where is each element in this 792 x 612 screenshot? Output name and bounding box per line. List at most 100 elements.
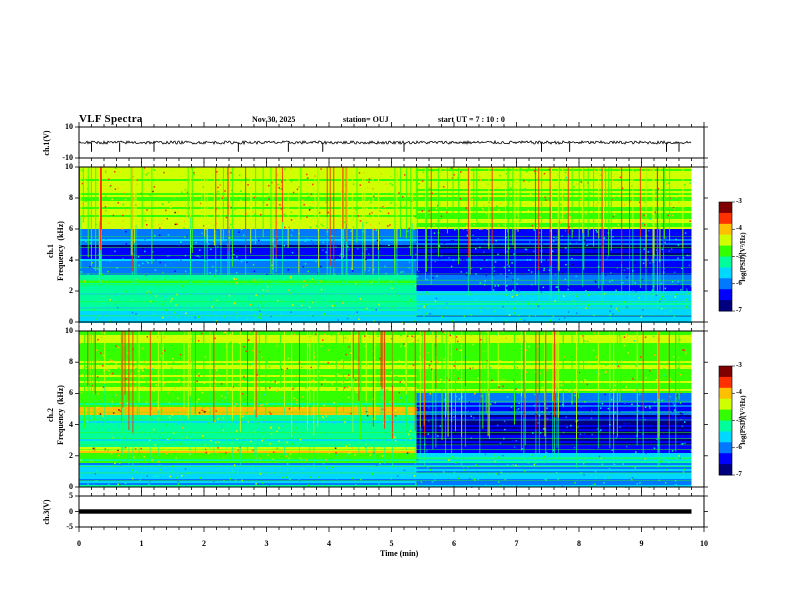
colorbar-1-swatch [719, 265, 732, 268]
ch1-spectrogram-speckle [378, 179, 381, 181]
ch2-spectrogram-speckle [584, 433, 586, 436]
ch1-spectrogram-speckle [185, 312, 187, 315]
ch2-spectrogram-speckle [201, 437, 204, 439]
ch1-spectrogram-speckle [291, 304, 294, 306]
ch2-spectrogram-speckle [525, 371, 528, 373]
ch2-spectrogram-speckle [295, 375, 298, 377]
ch1-spectrogram-speckle [242, 234, 245, 237]
ch2-spectrogram-speckle [559, 437, 562, 439]
ch2-spectrogram-speckle [402, 379, 404, 381]
ch2-spectrogram-speckle [323, 404, 325, 407]
ch2-spectrogram-speckle [245, 402, 248, 404]
ch2-spectrogram-speckle [420, 348, 422, 350]
ch2-spectrogram-speckle [624, 396, 626, 399]
ch1-spectrogram-speckle [477, 238, 480, 240]
ch2-spectrogram-speckle [410, 412, 412, 415]
ch2-spectrogram-speckle [336, 388, 338, 390]
ch1-spectrogram-speckle [108, 319, 111, 322]
ch1-spectrogram-speckle [257, 239, 260, 241]
ch1-spectrogram-speckle [280, 208, 283, 210]
ch1-spectrogram-speckle [310, 240, 313, 242]
ch2-spectrogram-speckle [581, 436, 583, 438]
ch1-spectrogram-speckle [301, 300, 304, 302]
ch2-spectrogram-speckle [91, 360, 94, 363]
colorbar-1-swatch [719, 218, 732, 221]
ch1-spectrogram-speckle [539, 216, 541, 219]
ch2-spectrogram-speckle [625, 386, 627, 388]
ch1-spectrogram-speckle [537, 305, 540, 308]
ch1-spectrogram-row-before [79, 295, 417, 297]
ch2-spectrogram-speckle [262, 357, 264, 359]
ch2-spectrogram-speckle [412, 364, 415, 366]
ch2-spectrogram-speckle [611, 449, 614, 451]
ch2-spectrogram-speckle [364, 345, 366, 348]
ch1-spectrogram-speckle [644, 201, 646, 203]
ch2-spectrogram-speckle [680, 364, 683, 366]
ch1-spectrogram-speckle [492, 274, 495, 276]
ch1-spectrogram-no-data [691, 167, 704, 322]
ch1-spectrogram-speckle [590, 240, 592, 243]
ch1-spectrogram-speckle [651, 273, 654, 276]
ch1-spectrogram-speckle [173, 196, 176, 198]
ch2-spectrogram-speckle [146, 336, 149, 338]
ch1-spectrogram-row-after [416, 289, 692, 291]
ch2-spectrogram-speckle [685, 352, 687, 354]
ch1-spectrogram-speckle [266, 289, 269, 292]
ch1-spectrogram-speckle [280, 185, 283, 187]
ch1-spectrogram-speckle [448, 168, 451, 170]
ch2-spectrogram-speckle [406, 335, 409, 337]
ch2-spectrogram-speckle [498, 386, 500, 388]
ch1-spectrogram-speckle [331, 248, 333, 250]
ch2-spectrogram-speckle [222, 456, 225, 459]
ch1-spectrogram-speckle [603, 237, 606, 239]
ch2-spectrogram-speckle [515, 464, 517, 467]
ch2-spectrogram-speckle [204, 439, 206, 441]
ch1-spectrogram-speckle [306, 309, 309, 311]
ch1-spectrogram-speckle [452, 240, 455, 242]
ch2-spectrogram-row-before [79, 463, 417, 465]
ch2-spectrogram-speckle [91, 384, 93, 387]
ch1-spectrogram-speckle [421, 180, 424, 182]
ch1-spectrogram-speckle [225, 242, 227, 244]
ch2-spectrogram-speckle [621, 369, 624, 372]
ch2-spectrogram-speckle [356, 412, 359, 414]
ch1-spectrogram-row-before [79, 287, 417, 289]
ch1-spectrogram-speckle [331, 305, 334, 307]
ch2-spectrogram-speckle [278, 383, 281, 385]
ch2-spectrogram-speckle [455, 395, 458, 398]
ch2-spectrogram-speckle [237, 402, 240, 405]
ch2-spectrogram-speckle [233, 464, 236, 466]
ch1-spectrogram-speckle [290, 271, 293, 273]
ch1-spectrogram-row-before [79, 203, 417, 205]
ch2-spectrogram-speckle [443, 358, 445, 361]
ch1-spectrogram-row-before [79, 177, 417, 179]
ch2-spectrogram-speckle [516, 382, 518, 384]
ch1-spectrogram-speckle [283, 226, 286, 229]
ch2-spectrogram-speckle [600, 457, 602, 460]
ch2-spectrogram-speckle [177, 480, 179, 483]
ch2-spectrogram-speckle [472, 353, 475, 355]
ch2-spectrogram-speckle [96, 359, 99, 362]
ch1-spectrogram-speckle [651, 289, 654, 291]
colorbar-1-swatch [719, 202, 732, 205]
ch1-spectrogram-speckle [390, 319, 393, 322]
ch2-spectrogram-speckle [499, 485, 501, 487]
ch1-spectrogram-speckle [523, 180, 525, 182]
ch2-spectrogram-speckle [586, 383, 589, 386]
ch1-spectrogram-speckle [357, 247, 359, 250]
ch2-spectrogram-speckle [201, 476, 204, 478]
ch2-spectrogram-speckle [139, 479, 141, 482]
ch1-spectrogram-speckle [538, 232, 541, 234]
colorbar-1-swatch [719, 289, 732, 292]
ch1-spectrogram-speckle [114, 302, 117, 304]
ch1-spectrogram-speckle [642, 271, 644, 273]
ch1-spectrogram-speckle [168, 254, 170, 257]
ch1-spectrogram-speckle [353, 212, 356, 214]
ch2-spectrogram-speckle [433, 433, 436, 436]
ch1-spectrogram-speckle [587, 294, 589, 297]
ch1-spectrogram-speckle [439, 168, 442, 171]
ch1-spectrogram-speckle [547, 186, 549, 188]
ch1-spectrogram-speckle [96, 268, 99, 270]
ch1-spectrogram-speckle [553, 236, 555, 238]
ch2-spectrogram-speckle [129, 354, 131, 356]
